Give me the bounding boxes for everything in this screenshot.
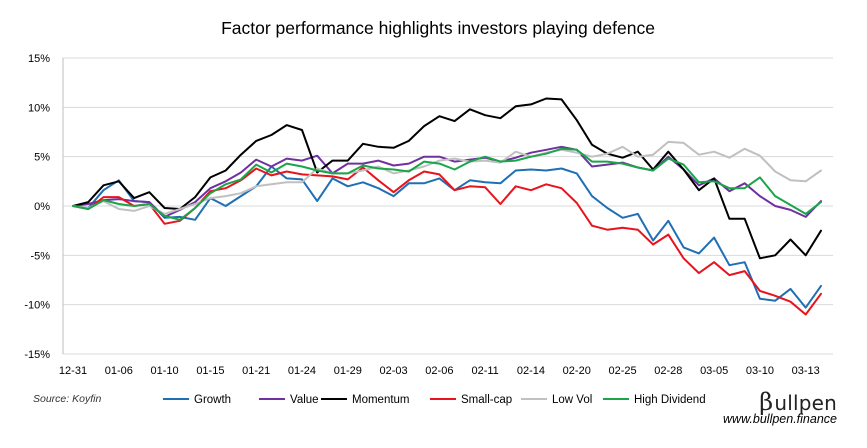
gridlines xyxy=(63,57,833,355)
brand-symbol: β xyxy=(759,388,774,416)
x-tick-label: 03-05 xyxy=(700,365,728,377)
x-tick-label: 02-20 xyxy=(563,365,591,377)
y-tick-label: -15% xyxy=(24,349,50,361)
series-lines xyxy=(72,97,822,316)
chart-title: Factor performance highlights investors … xyxy=(221,18,655,38)
y-tick-label: -5% xyxy=(30,250,50,262)
y-tick-label: 5% xyxy=(34,152,50,164)
x-tick-label: 03-13 xyxy=(792,365,820,377)
x-tick-label: 02-11 xyxy=(471,365,498,377)
series-line-low-vol xyxy=(72,140,822,215)
x-tick-label: 03-10 xyxy=(746,365,774,377)
y-tick-label: 15% xyxy=(28,53,50,65)
x-tick-label: 02-25 xyxy=(608,365,636,377)
x-axis-ticks: 12-31 01-06 01-10 01-15 01-21 01-24 01-29 02-03… xyxy=(59,365,820,377)
source-note: Source: Koyfin xyxy=(33,393,102,405)
legend-label: Low Vol xyxy=(552,394,592,406)
y-tick-label: -10% xyxy=(24,300,50,312)
x-tick-label: 02-14 xyxy=(517,365,545,377)
x-tick-label: 01-29 xyxy=(334,365,362,377)
series-line-momentum xyxy=(72,97,822,260)
series-line-growth xyxy=(72,165,822,309)
y-tick-label: 0% xyxy=(34,201,50,213)
x-tick-label: 02-28 xyxy=(654,365,682,377)
y-axis-ticks: 15% 10% 5% 0% -5% -10% -15% xyxy=(24,53,50,361)
x-tick-label: 02-03 xyxy=(380,365,408,377)
legend-label: Growth xyxy=(194,394,231,406)
y-tick-label: 10% xyxy=(28,102,50,114)
legend-label: Momentum xyxy=(352,394,410,406)
x-tick-label: 01-21 xyxy=(242,365,270,377)
x-tick-label: 01-24 xyxy=(288,365,316,377)
legend-label: High Dividend xyxy=(634,394,706,406)
x-tick-label: 12-31 xyxy=(59,365,87,377)
legend-label: Value xyxy=(290,394,319,406)
x-tick-label: 01-15 xyxy=(196,365,224,377)
series-line-high-dividend xyxy=(72,147,822,221)
series-line-small-cap xyxy=(72,166,822,316)
brand-logo: βullpen xyxy=(759,388,837,416)
brand-name: ullpen xyxy=(774,391,837,415)
x-tick-label: 01-10 xyxy=(151,365,179,377)
brand-url: www.bullpen.finance xyxy=(723,412,837,426)
x-tick-label: 01-06 xyxy=(105,365,133,377)
legend: Growth Value Momentum Small-cap Low Vol High … xyxy=(163,394,706,406)
legend-label: Small-cap xyxy=(461,394,512,406)
x-tick-label: 02-06 xyxy=(425,365,453,377)
